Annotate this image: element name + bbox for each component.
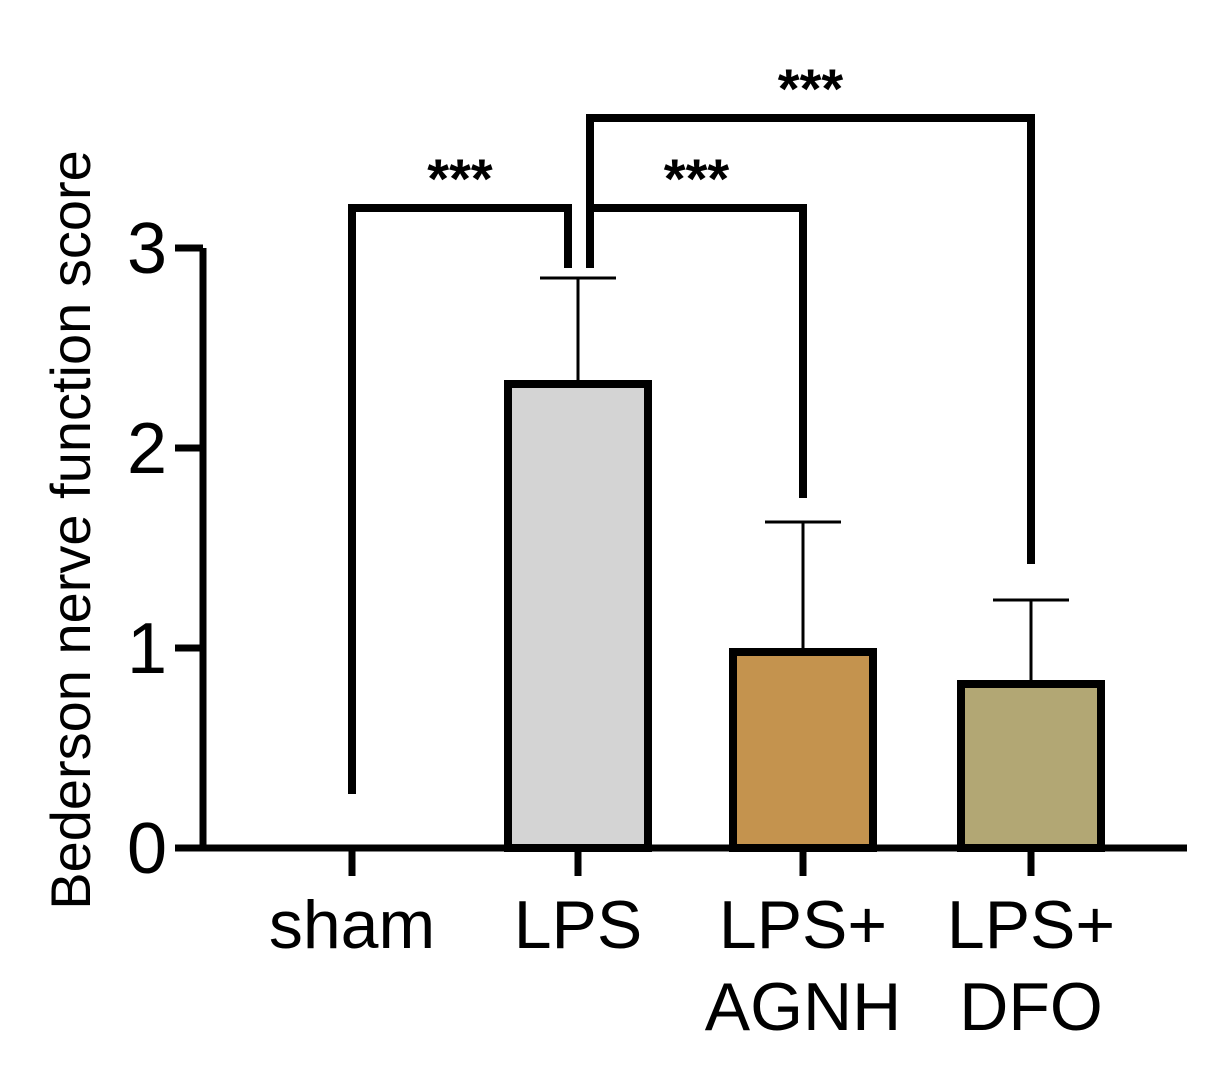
x-tick-label: sham	[269, 887, 435, 963]
significance-bracket	[586, 114, 1035, 564]
significance-bracket	[348, 204, 572, 794]
y-tick-label: 1	[127, 609, 167, 689]
x-tick-label: LPS+	[947, 887, 1115, 963]
y-axis-label: Bederson nerve function score	[39, 150, 102, 910]
x-tick-label: AGNH	[705, 969, 901, 1045]
x-tick-label: LPS+	[719, 887, 887, 963]
significance-label: ***	[664, 147, 730, 210]
significance-label: ***	[778, 57, 844, 120]
bar	[729, 648, 877, 852]
significance-label: ***	[427, 147, 493, 210]
y-tick-label: 0	[127, 809, 167, 889]
bar	[504, 380, 652, 852]
bar	[957, 680, 1105, 852]
x-tick-label: DFO	[959, 969, 1103, 1045]
y-tick-label: 2	[127, 409, 167, 489]
y-tick-label: 3	[127, 209, 167, 289]
x-tick-label: LPS	[514, 887, 643, 963]
